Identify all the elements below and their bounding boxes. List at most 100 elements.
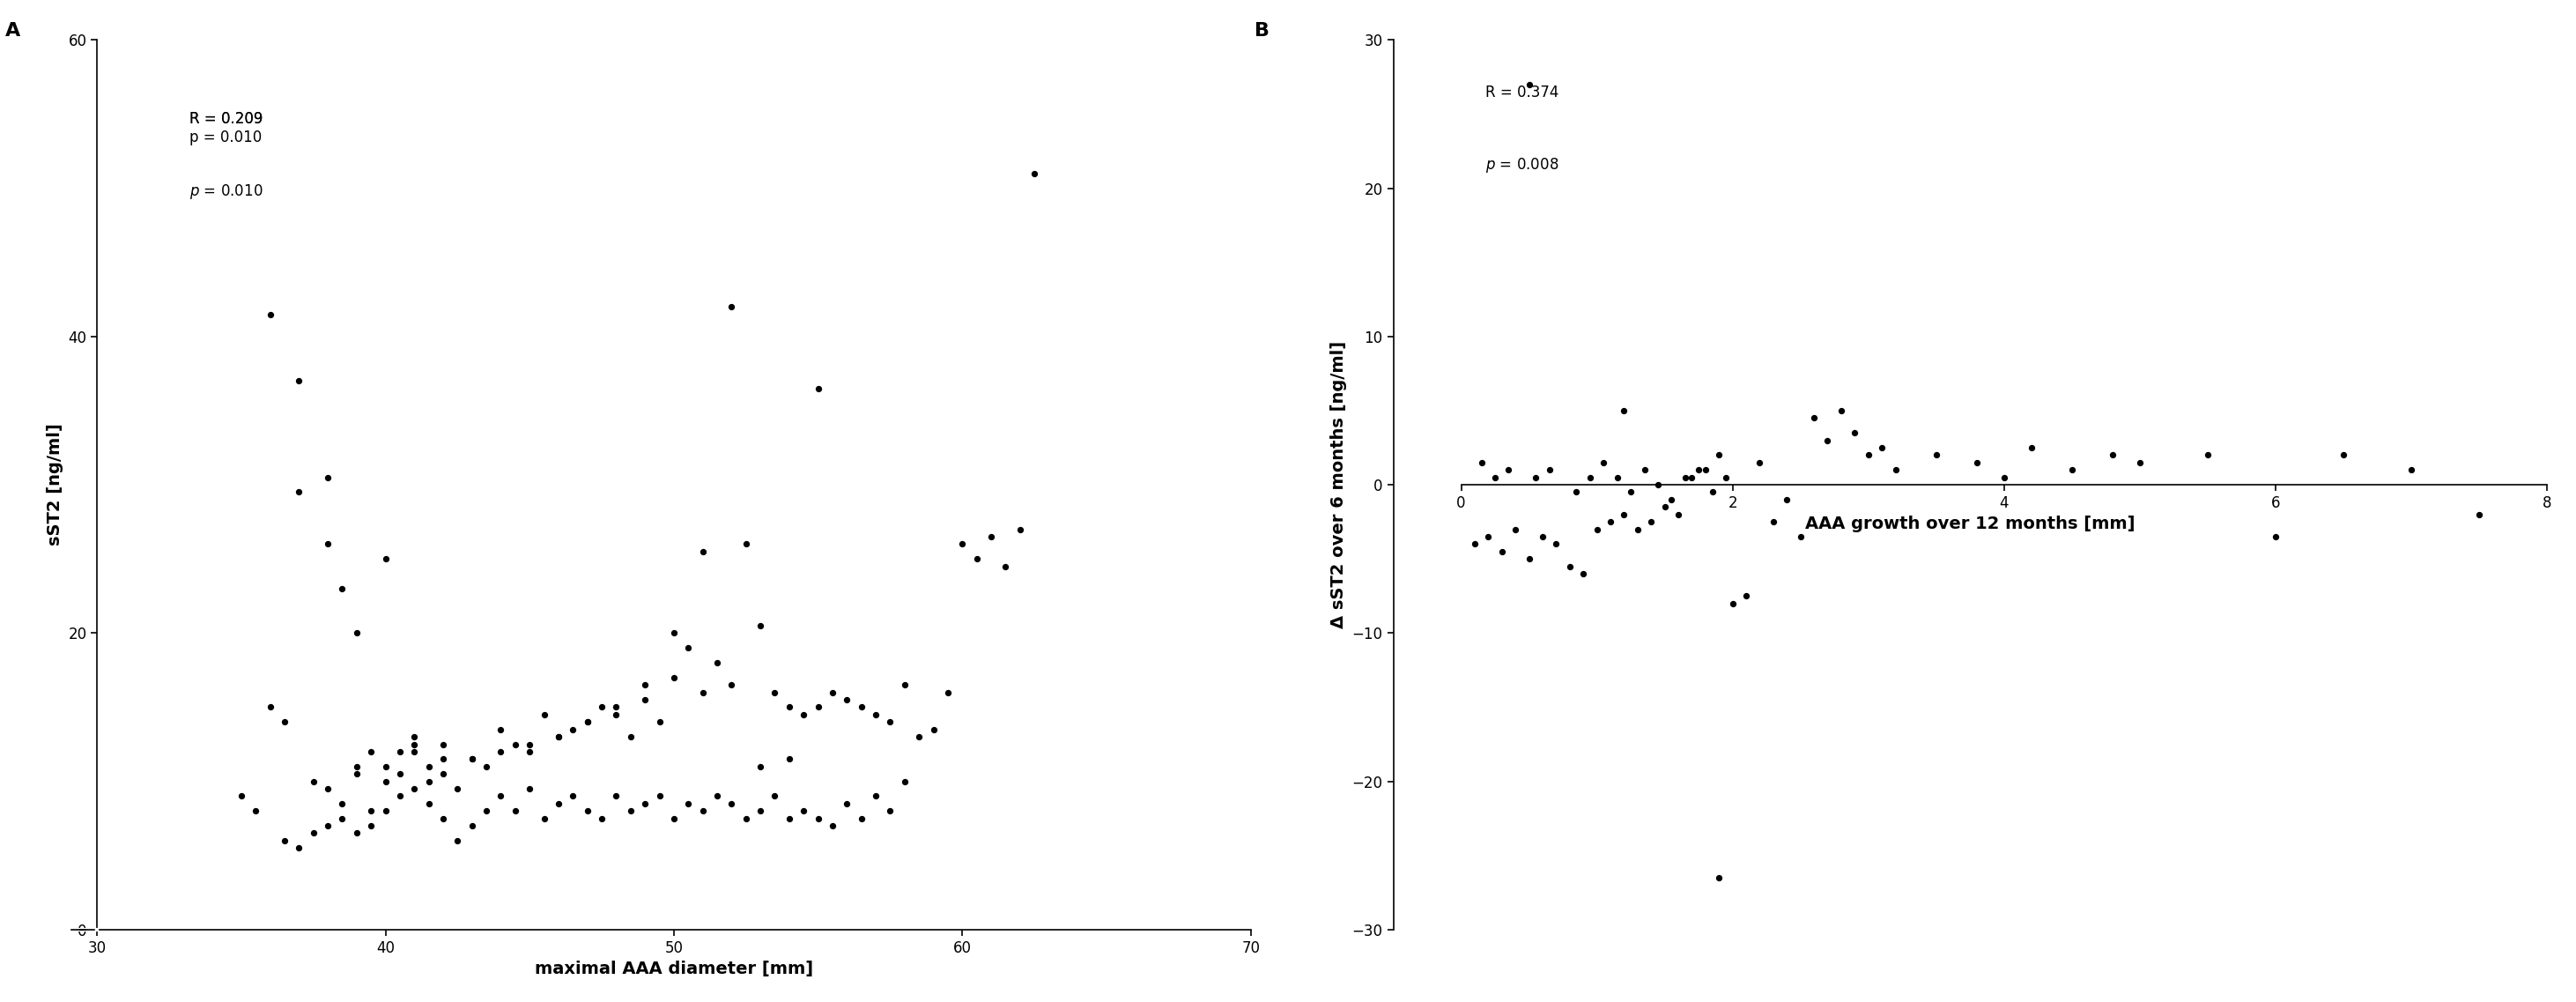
Point [799,699,840,715]
Point [943,536,984,552]
Point [1589,514,1631,530]
Point [1510,76,1551,92]
Point [451,818,492,834]
Point [654,811,696,827]
Point [479,743,520,760]
Point [1522,529,1564,545]
Point [768,811,809,827]
Point [250,699,291,715]
X-axis label: maximal AAA diameter [mm]: maximal AAA diameter [mm] [536,961,814,978]
Point [827,796,868,812]
Point [1643,499,1685,515]
Point [495,803,536,819]
Point [394,743,435,760]
Point [783,706,824,722]
Point [350,818,392,834]
Point [278,840,319,856]
Point [755,684,796,700]
Point [739,617,781,633]
Point [696,789,737,805]
Point [2324,447,2365,463]
Point [1528,462,1569,478]
Point [654,625,696,641]
Point [538,728,580,744]
Point [1577,521,1618,537]
Point [307,536,348,552]
Point [350,743,392,760]
Point [799,811,840,827]
Point [667,796,708,812]
Point [551,721,592,737]
Point [927,684,969,700]
Point [711,796,752,812]
Point [263,714,304,730]
Point [407,796,448,812]
Point [1481,543,1522,559]
X-axis label: AAA growth over 12 months [mm]: AAA growth over 12 months [mm] [1806,516,2136,533]
Point [1015,165,1056,181]
Point [1623,462,1664,478]
Point [956,551,997,567]
Point [250,307,291,323]
Point [438,781,479,797]
Point [840,699,881,715]
Point [595,699,636,715]
Point [999,521,1041,537]
Point [811,684,853,700]
Point [1515,469,1556,485]
Point [654,669,696,685]
Point [1780,529,1821,545]
Point [683,543,724,559]
Point [768,699,809,715]
Point [984,558,1025,574]
Text: R = 0.209
p = 0.010: R = 0.209 p = 0.010 [191,111,263,145]
Point [639,714,680,730]
Point [1461,455,1502,471]
Point [322,580,363,596]
Point [1739,455,1780,471]
Point [510,781,551,797]
Point [855,706,896,722]
Point [1618,521,1659,537]
Point [711,299,752,315]
Point [840,811,881,827]
Point [422,736,464,753]
Point [479,721,520,737]
Point [1597,469,1638,485]
Point [234,803,276,819]
Point [1468,529,1510,545]
Point [407,759,448,775]
Point [1473,469,1515,485]
Point [711,677,752,693]
Point [551,789,592,805]
Y-axis label: sST2 [ng/ml]: sST2 [ng/ml] [46,424,64,546]
Point [1610,484,1651,500]
Text: R = 0.209: R = 0.209 [191,111,263,127]
Text: R = 0.374: R = 0.374 [1486,84,1558,100]
Point [1489,462,1530,478]
Point [451,752,492,768]
Point [1548,558,1589,574]
Point [307,469,348,485]
Text: A: A [5,22,21,40]
Point [768,752,809,768]
Point [1834,425,1875,441]
Point [366,759,407,775]
Point [884,774,925,790]
Point [623,691,665,707]
Point [1847,447,1888,463]
Point [1584,455,1625,471]
Point [1494,521,1535,537]
Point [495,736,536,753]
Point [278,484,319,500]
Point [322,796,363,812]
Point [799,381,840,397]
Point [2187,447,2228,463]
Point [582,811,623,827]
Point [595,789,636,805]
Point [667,640,708,656]
Point [623,677,665,693]
Point [366,803,407,819]
Point [1651,492,1692,508]
Point [1806,432,1847,448]
